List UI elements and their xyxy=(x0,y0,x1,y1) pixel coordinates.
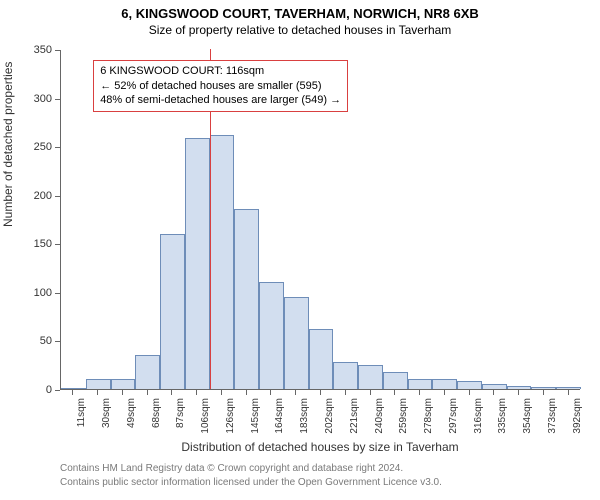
x-tick-mark xyxy=(370,390,371,395)
x-tick-mark xyxy=(469,390,470,395)
attribution-line-2: Contains public sector information licen… xyxy=(60,476,442,490)
y-tick-label: 250 xyxy=(34,141,52,153)
x-tick-label: 335sqm xyxy=(497,398,508,434)
histogram-bar xyxy=(507,386,532,389)
histogram-bar xyxy=(210,135,235,390)
x-tick-label: 297sqm xyxy=(448,398,459,434)
y-tick-label: 350 xyxy=(34,44,52,56)
x-tick-mark xyxy=(444,390,445,395)
x-tick-mark xyxy=(147,390,148,395)
annotation-line-0: 6 KINGSWOOD COURT: 116sqm xyxy=(100,64,341,79)
histogram-bar xyxy=(333,362,358,389)
histogram-bar xyxy=(408,379,433,389)
histogram-bar xyxy=(556,387,581,389)
histogram-bar xyxy=(111,379,136,389)
x-tick-mark xyxy=(320,390,321,395)
histogram-bar xyxy=(482,384,507,389)
y-tick-label: 50 xyxy=(40,335,52,347)
attribution-line-1: Contains HM Land Registry data © Crown c… xyxy=(60,462,442,476)
histogram-bar xyxy=(259,282,284,389)
x-tick-mark xyxy=(518,390,519,395)
x-tick-label: 11sqm xyxy=(76,398,87,427)
y-tick-label: 0 xyxy=(46,384,52,396)
y-tick-label: 300 xyxy=(34,93,52,105)
histogram-bar xyxy=(531,387,556,389)
annotation-box: 6 KINGSWOOD COURT: 116sqm ← 52% of detac… xyxy=(93,60,348,113)
y-tick-label: 100 xyxy=(34,287,52,299)
x-tick-mark xyxy=(568,390,569,395)
x-axis: 11sqm 30sqm 49sqm 68sqm 87sqm 106sqm 126sqm 145… xyxy=(60,390,580,440)
histogram-bar xyxy=(61,388,86,389)
x-tick-label: 145sqm xyxy=(250,398,261,434)
x-tick-mark xyxy=(295,390,296,395)
x-tick-label: 202sqm xyxy=(324,398,335,434)
x-tick-label: 392sqm xyxy=(572,398,583,434)
annotation-line-1: ← 52% of detached houses are smaller (59… xyxy=(100,79,341,94)
x-tick-mark xyxy=(171,390,172,395)
x-tick-label: 49sqm xyxy=(126,398,137,428)
histogram-bar xyxy=(309,329,334,389)
histogram-bar xyxy=(234,209,259,389)
x-tick-label: 278sqm xyxy=(423,398,434,434)
histogram-bar xyxy=(86,379,111,389)
annotation-line-2: 48% of semi-detached houses are larger (… xyxy=(100,93,341,108)
x-tick-mark xyxy=(72,390,73,395)
y-tick-label: 150 xyxy=(34,238,52,250)
plot-area: 6 KINGSWOOD COURT: 116sqm ← 52% of detac… xyxy=(60,50,580,390)
x-axis-title: Distribution of detached houses by size … xyxy=(60,440,580,454)
x-tick-label: 87sqm xyxy=(175,398,186,428)
x-tick-mark xyxy=(394,390,395,395)
x-tick-label: 68sqm xyxy=(151,398,162,428)
histogram-bar xyxy=(358,365,383,389)
x-tick-mark xyxy=(270,390,271,395)
x-tick-label: 126sqm xyxy=(225,398,236,434)
x-tick-mark xyxy=(97,390,98,395)
y-tick-label: 200 xyxy=(34,190,52,202)
title-main: 6, KINGSWOOD COURT, TAVERHAM, NORWICH, N… xyxy=(0,0,600,21)
x-tick-mark xyxy=(196,390,197,395)
x-tick-label: 259sqm xyxy=(398,398,409,434)
x-tick-label: 354sqm xyxy=(522,398,533,434)
x-tick-mark xyxy=(543,390,544,395)
histogram-bar xyxy=(135,355,160,389)
chart-container: Number of detached properties 0501001502… xyxy=(0,40,600,440)
attribution: Contains HM Land Registry data © Crown c… xyxy=(60,462,442,490)
x-tick-mark xyxy=(493,390,494,395)
histogram-bar xyxy=(160,234,185,389)
histogram-bar xyxy=(383,372,408,389)
x-tick-label: 373sqm xyxy=(547,398,558,434)
x-tick-label: 240sqm xyxy=(374,398,385,434)
x-tick-label: 30sqm xyxy=(101,398,112,428)
x-tick-mark xyxy=(345,390,346,395)
histogram-bar xyxy=(284,297,309,389)
x-tick-label: 164sqm xyxy=(274,398,285,434)
histogram-bar xyxy=(432,379,457,389)
x-tick-mark xyxy=(419,390,420,395)
x-tick-mark xyxy=(122,390,123,395)
y-axis: 050100150200250300350 xyxy=(0,50,60,390)
x-tick-label: 221sqm xyxy=(349,398,360,434)
title-sub: Size of property relative to detached ho… xyxy=(0,21,600,37)
x-tick-label: 183sqm xyxy=(299,398,310,434)
x-tick-mark xyxy=(246,390,247,395)
x-tick-label: 316sqm xyxy=(473,398,484,434)
x-tick-label: 106sqm xyxy=(200,398,211,434)
x-tick-mark xyxy=(221,390,222,395)
histogram-bar xyxy=(457,381,482,389)
histogram-bar xyxy=(185,138,210,389)
